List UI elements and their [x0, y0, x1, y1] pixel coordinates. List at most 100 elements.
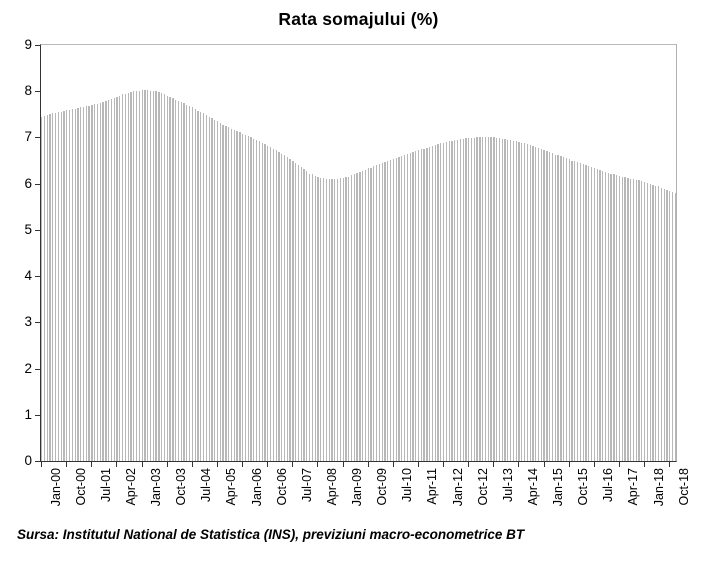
bar: [618, 175, 621, 461]
bar: [509, 140, 512, 461]
bar: [482, 137, 484, 461]
bar: [537, 148, 540, 461]
bar: [641, 181, 643, 461]
bar: [110, 99, 113, 461]
x-axis-tick: [468, 462, 470, 467]
bar: [604, 171, 607, 461]
plot-area: [40, 44, 677, 462]
bar: [462, 138, 464, 461]
x-axis-label: Oct-15: [576, 468, 591, 506]
bar: [373, 166, 375, 461]
bar: [652, 184, 654, 461]
bar: [275, 150, 277, 461]
y-axis-tick: [35, 368, 40, 370]
bar: [440, 143, 442, 461]
bar: [364, 169, 367, 461]
bar: [378, 163, 381, 461]
bar: [230, 128, 233, 461]
y-axis-label: 4: [24, 268, 32, 284]
bar: [121, 94, 124, 461]
x-axis-tick: [644, 462, 645, 467]
bar: [643, 182, 646, 461]
bar: [339, 178, 341, 461]
bar: [188, 106, 191, 461]
bar: [376, 165, 378, 461]
x-axis-tick: [443, 462, 444, 467]
bar: [638, 180, 640, 461]
bar: [116, 96, 118, 461]
bar: [345, 177, 347, 461]
x-axis-label: Jan-09: [350, 468, 364, 507]
bar: [242, 133, 244, 461]
bar: [392, 158, 395, 461]
bar: [501, 138, 503, 461]
bar: [465, 138, 467, 461]
x-axis-label: Jul-04: [199, 468, 214, 503]
bar: [348, 176, 350, 461]
bar: [211, 118, 213, 461]
bar: [610, 173, 612, 461]
x-axis-label: Apr-14: [525, 468, 540, 506]
x-axis-tick: [66, 462, 68, 467]
bar: [60, 111, 62, 461]
x-axis-tick: [367, 462, 369, 467]
bar: [590, 167, 593, 461]
bar: [412, 152, 414, 461]
bar: [456, 139, 459, 461]
bar: [490, 137, 492, 461]
bar: [504, 139, 506, 461]
bar: [484, 137, 487, 461]
bar: [554, 154, 556, 461]
bar: [124, 93, 127, 461]
bar: [94, 104, 96, 461]
bar: [473, 137, 475, 461]
bar: [621, 176, 623, 461]
bar: [68, 109, 71, 461]
bar: [632, 179, 635, 461]
bar: [244, 135, 247, 461]
bar: [292, 160, 294, 461]
bar: [381, 162, 383, 461]
bar: [596, 168, 598, 461]
bar: [470, 137, 473, 461]
bar: [161, 93, 163, 461]
bar: [300, 167, 302, 461]
bar: [147, 90, 149, 461]
x-axis-label: Apr-11: [425, 468, 440, 505]
bar: [309, 173, 311, 461]
bar: [208, 116, 210, 461]
bar: [437, 144, 439, 461]
bar: [557, 155, 559, 461]
bar: [133, 91, 135, 461]
y-axis-label: 8: [24, 83, 32, 99]
x-axis-tick: [392, 462, 394, 467]
x-axis-label: Jul-10: [400, 468, 415, 503]
bar: [616, 175, 618, 461]
x-axis-tick: [91, 462, 93, 467]
bar: [105, 101, 107, 461]
bar: [574, 161, 576, 461]
bar: [258, 141, 261, 461]
x-axis-tick: [317, 462, 319, 467]
bar: [158, 91, 160, 461]
y-axis-label: 6: [24, 175, 32, 191]
bar: [353, 174, 355, 461]
bar: [599, 169, 601, 461]
x-axis-tick: [267, 462, 269, 467]
x-axis-tick: [292, 462, 294, 467]
bar: [576, 162, 579, 461]
bar: [384, 161, 386, 461]
bar: [141, 90, 143, 461]
bar: [200, 112, 202, 461]
bar: [214, 119, 216, 461]
y-axis-label: 7: [24, 129, 32, 145]
bar: [540, 149, 542, 461]
bar: [166, 95, 168, 461]
bar: [607, 172, 609, 461]
x-axis-label: Oct-03: [174, 468, 189, 506]
bar: [526, 144, 529, 461]
source-note: Sursa: Institutul National de Statistica…: [17, 527, 525, 542]
y-axis-tick: [35, 414, 40, 416]
x-axis-label: Jan-18: [651, 468, 666, 507]
